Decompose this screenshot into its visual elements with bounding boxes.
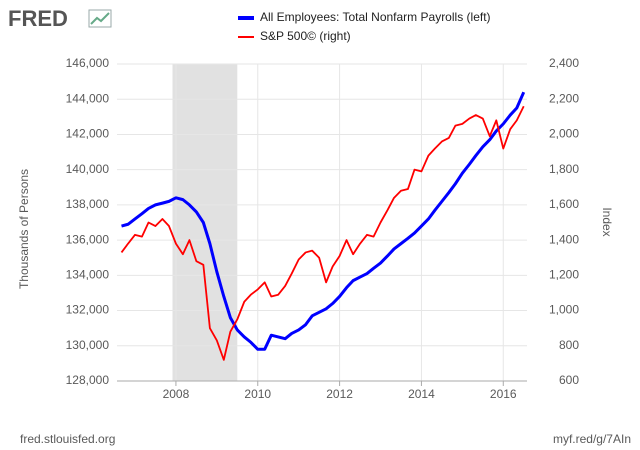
logo: FRED [8,6,68,31]
y2-tick-label: 2,000 [549,127,579,141]
y2-tick-label: 1,000 [549,303,579,317]
x-tick-label: 2016 [490,387,517,401]
y2-tick-label: 1,800 [549,162,579,176]
x-tick-label: 2012 [326,387,353,401]
y2-tick-label: 2,400 [549,56,579,70]
y-tick-label: 136,000 [66,232,110,246]
y2-axis-label: Index [600,207,614,236]
legend-label: S&P 500© (right) [260,29,351,43]
logo-icon [88,9,112,28]
y-tick-label: 144,000 [66,91,110,105]
y-tick-label: 140,000 [66,162,110,176]
y-tick-label: 138,000 [66,197,110,211]
y2-tick-label: 1,600 [549,197,579,211]
x-tick-label: 2014 [408,387,435,401]
y2-tick-label: 1,400 [549,232,579,246]
y2-tick-label: 2,200 [549,91,579,105]
footer-source: fred.stlouisfed.org [20,432,115,446]
legend-label: All Employees: Total Nonfarm Payrolls (l… [260,10,491,24]
y-axis-label: Thousands of Persons [17,169,31,289]
y2-tick-label: 800 [559,338,579,352]
y-tick-label: 132,000 [66,303,110,317]
x-tick-label: 2008 [163,387,190,401]
y-tick-label: 130,000 [66,338,110,352]
y-tick-label: 134,000 [66,268,110,282]
x-tick-label: 2010 [244,387,271,401]
data-line [120,105,525,361]
y-tick-label: 128,000 [66,373,110,387]
y-tick-label: 146,000 [66,56,110,70]
recession-shade [172,64,238,381]
y2-tick-label: 600 [559,373,579,387]
footer-link: myf.red/g/7AIn [553,432,631,446]
data-line [121,91,526,351]
y2-tick-label: 1,200 [549,268,579,282]
y-tick-label: 142,000 [66,127,110,141]
